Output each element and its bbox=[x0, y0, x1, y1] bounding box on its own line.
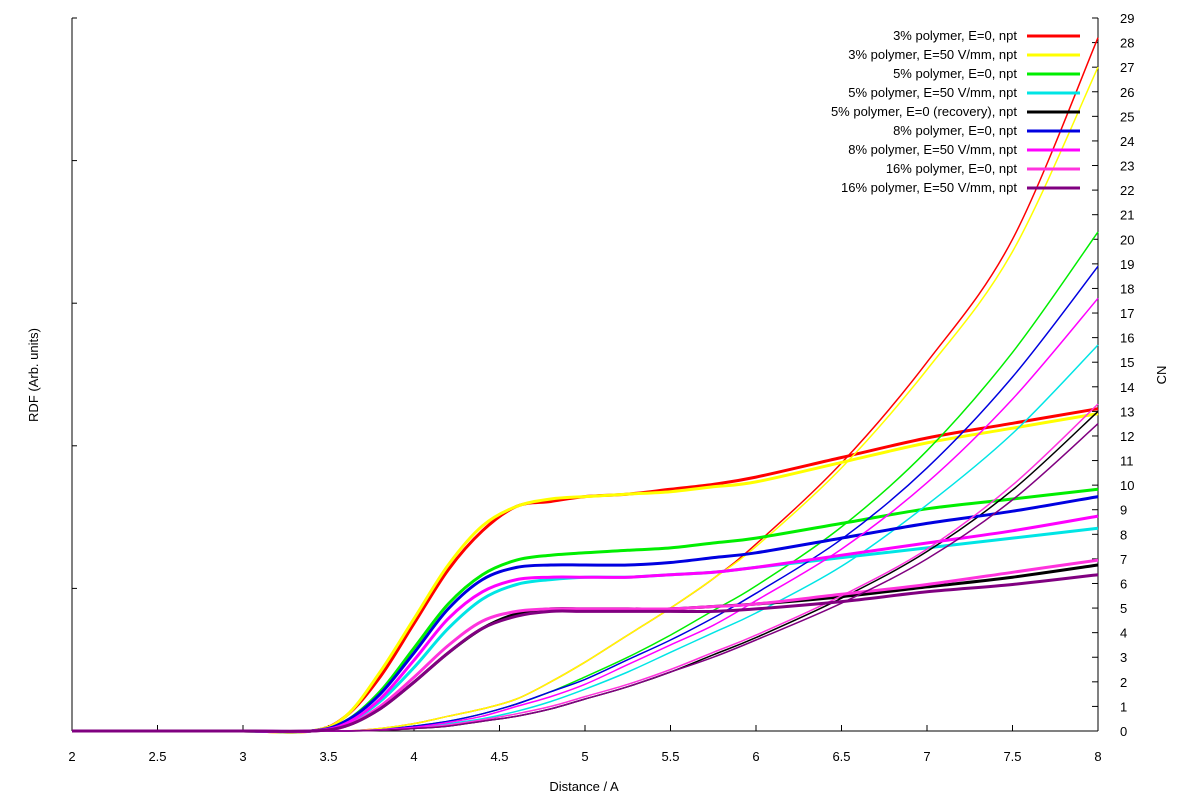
x-tick-label: 3 bbox=[239, 749, 246, 764]
y-right-tick-label: 7 bbox=[1120, 552, 1127, 567]
y-right-tick-label: 2 bbox=[1120, 675, 1127, 690]
y-right-tick-label: 12 bbox=[1120, 429, 1134, 444]
x-tick-label: 7 bbox=[923, 749, 930, 764]
y-right-tick-label: 24 bbox=[1120, 134, 1134, 149]
legend-label: 8% polymer, E=0, npt bbox=[893, 123, 1017, 138]
x-tick-label: 2 bbox=[68, 749, 75, 764]
legend-label: 16% polymer, E=50 V/mm, npt bbox=[841, 180, 1017, 195]
y-right-tick-label: 29 bbox=[1120, 11, 1134, 26]
legend: 3% polymer, E=0, npt 3% polymer, E=50 V/m… bbox=[831, 28, 1080, 195]
x-tick-label: 4 bbox=[410, 749, 417, 764]
x-tick-label: 2.5 bbox=[148, 749, 166, 764]
x-tick-label: 6.5 bbox=[832, 749, 850, 764]
y-right-tick-label: 1 bbox=[1120, 699, 1127, 714]
y-right-tick-label: 3 bbox=[1120, 650, 1127, 665]
legend-label: 5% polymer, E=50 V/mm, npt bbox=[848, 85, 1017, 100]
y-right-tick-label: 19 bbox=[1120, 257, 1134, 272]
y-right-tick-label: 9 bbox=[1120, 503, 1127, 518]
y-right-tick-label: 20 bbox=[1120, 232, 1134, 247]
y-right-tick-label: 14 bbox=[1120, 380, 1134, 395]
y-right-tick-label: 26 bbox=[1120, 85, 1134, 100]
x-tick-label: 5 bbox=[581, 749, 588, 764]
legend-label: 5% polymer, E=0 (recovery), npt bbox=[831, 104, 1017, 119]
y-right-tick-label: 13 bbox=[1120, 404, 1134, 419]
y-right-tick-label: 15 bbox=[1120, 355, 1134, 370]
y-right-tick-label: 27 bbox=[1120, 60, 1134, 75]
y-right-tick-label: 0 bbox=[1120, 724, 1127, 739]
x-tick-label: 7.5 bbox=[1003, 749, 1021, 764]
x-tick-label: 8 bbox=[1094, 749, 1101, 764]
y-axis-right-label: CN bbox=[1154, 366, 1169, 385]
x-tick-label: 4.5 bbox=[490, 749, 508, 764]
y-right-tick-label: 25 bbox=[1120, 109, 1134, 124]
y-right-tick-label: 8 bbox=[1120, 527, 1127, 542]
legend-label: 16% polymer, E=0, npt bbox=[886, 161, 1018, 176]
y-right-tick-label: 16 bbox=[1120, 331, 1134, 346]
legend-label: 3% polymer, E=0, npt bbox=[893, 28, 1017, 43]
y-right-tick-label: 17 bbox=[1120, 306, 1134, 321]
x-tick-label: 5.5 bbox=[661, 749, 679, 764]
y-right-tick-label: 4 bbox=[1120, 626, 1127, 641]
y-right-tick-label: 11 bbox=[1120, 454, 1134, 469]
y-right-tick-label: 23 bbox=[1120, 159, 1134, 174]
y-right-tick-label: 28 bbox=[1120, 36, 1134, 51]
x-tick-label: 6 bbox=[752, 749, 759, 764]
y-axis-left-label: RDF (Arb. units) bbox=[26, 328, 41, 422]
y-right-tick-label: 22 bbox=[1120, 183, 1134, 198]
legend-label: 3% polymer, E=50 V/mm, npt bbox=[848, 47, 1017, 62]
cn-series-line bbox=[71, 423, 1099, 732]
plot-lines bbox=[71, 37, 1099, 734]
legend-label: 8% polymer, E=50 V/mm, npt bbox=[848, 142, 1017, 157]
y-right-tick-label: 21 bbox=[1120, 208, 1134, 223]
y-right-tick-label: 18 bbox=[1120, 281, 1134, 296]
x-axis-label: Distance / A bbox=[549, 779, 619, 794]
y-right-tick-label: 5 bbox=[1120, 601, 1127, 616]
legend-label: 5% polymer, E=0, npt bbox=[893, 66, 1017, 81]
y-right-tick-label: 10 bbox=[1120, 478, 1134, 493]
y-right-tick-label: 6 bbox=[1120, 576, 1127, 591]
x-tick-label: 3.5 bbox=[319, 749, 337, 764]
